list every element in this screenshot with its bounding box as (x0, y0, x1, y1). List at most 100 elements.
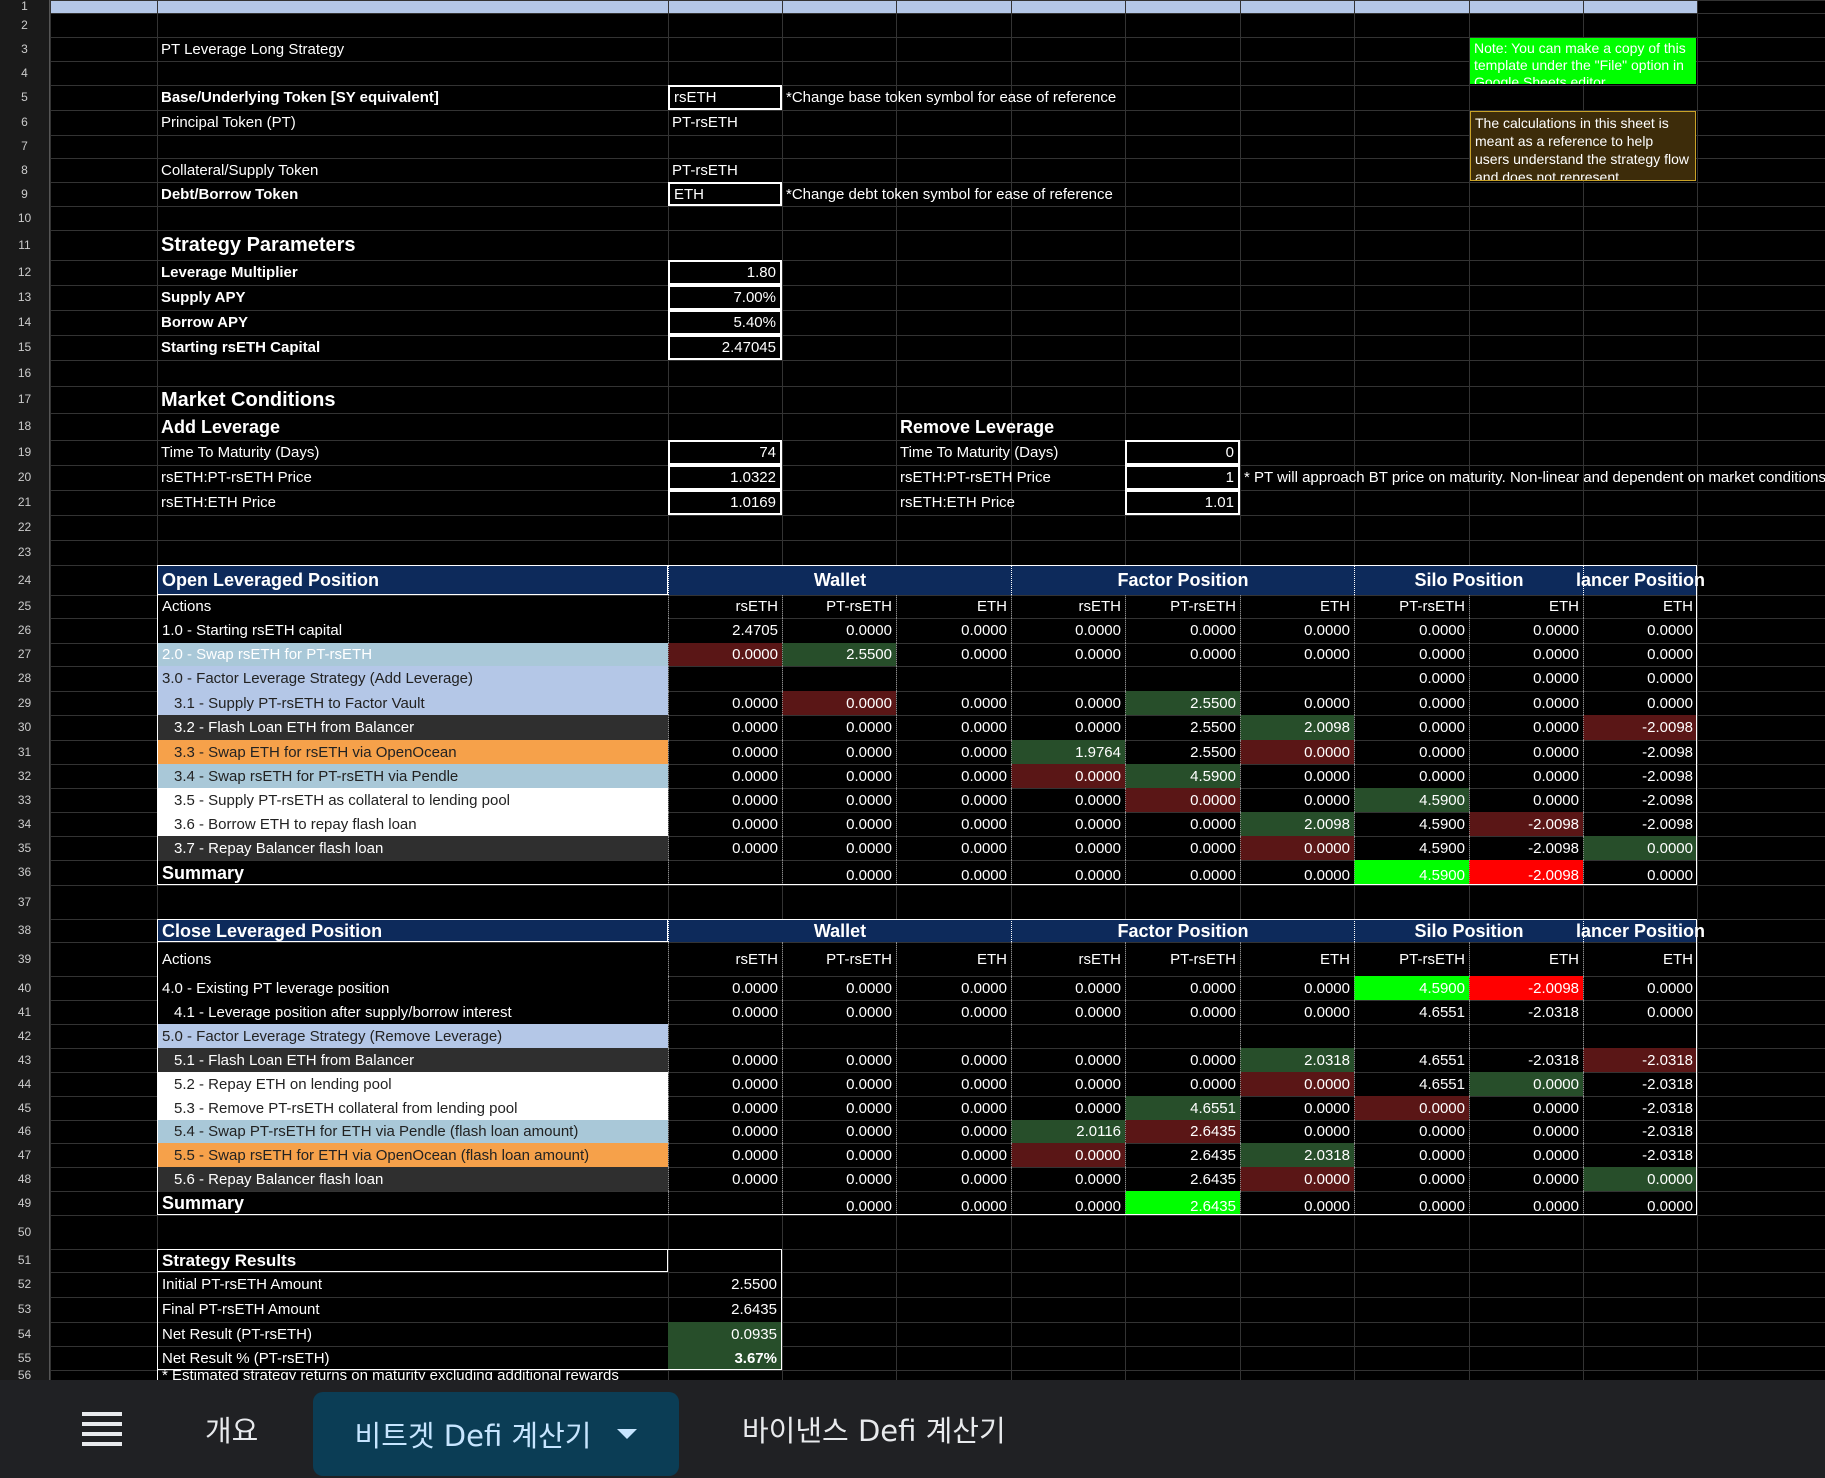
row-number[interactable]: 54 (0, 1322, 50, 1346)
row-number[interactable]: 44 (0, 1072, 50, 1096)
collateral-token-value[interactable]: PT-rsETH (672, 161, 738, 179)
result-value[interactable]: 3.67% (668, 1346, 782, 1370)
borrow-apy-input[interactable]: 5.40% (668, 310, 782, 335)
value-cell[interactable]: 0.0000 (668, 691, 782, 715)
value-cell[interactable]: 4.6551 (1354, 1048, 1469, 1072)
value-cell[interactable]: 0.0000 (1011, 976, 1125, 1000)
action-label[interactable]: 3.3 - Swap ETH for rsETH via OpenOcean (157, 740, 668, 764)
value-cell[interactable]: 0.0000 (896, 715, 1011, 740)
value-cell[interactable]: 0.0000 (668, 1000, 782, 1024)
value-cell[interactable]: 0.0000 (1469, 1120, 1583, 1143)
value-cell[interactable]: 0.0000 (1469, 666, 1583, 691)
value-cell[interactable]: 0.0000 (896, 812, 1011, 836)
summary-value[interactable]: 0.0000 (1125, 860, 1240, 885)
row-number[interactable]: 7 (0, 135, 50, 158)
row-number[interactable]: 12 (0, 260, 50, 285)
row-number[interactable]: 39 (0, 942, 50, 976)
row-number[interactable]: 1 (0, 0, 50, 13)
value-cell[interactable]: 0.0000 (1125, 836, 1240, 860)
value-cell[interactable]: 0.0000 (782, 715, 896, 740)
value-cell[interactable] (896, 1024, 1011, 1048)
value-cell[interactable] (1354, 1024, 1469, 1048)
value-cell[interactable]: 0.0000 (782, 618, 896, 643)
row-number[interactable]: 28 (0, 666, 50, 691)
row-number[interactable]: 45 (0, 1096, 50, 1120)
row-number[interactable]: 19 (0, 440, 50, 465)
value-cell[interactable]: 0.0000 (1469, 691, 1583, 715)
row-number[interactable]: 5 (0, 85, 50, 110)
value-cell[interactable] (1583, 1024, 1697, 1048)
value-cell[interactable]: 0.0000 (1011, 1143, 1125, 1167)
value-cell[interactable]: 0.0000 (896, 1143, 1011, 1167)
tab-bitget-defi-calculator[interactable]: 비트겟 Defi 계산기 (313, 1392, 679, 1476)
value-cell[interactable]: 0.0000 (668, 740, 782, 764)
value-cell[interactable]: 0.0000 (782, 1072, 896, 1096)
value-cell[interactable]: -2.0098 (1469, 976, 1583, 1000)
row-number[interactable]: 8 (0, 158, 50, 182)
row-number[interactable]: 4 (0, 61, 50, 85)
value-cell[interactable]: 0.0000 (1354, 691, 1469, 715)
row-number[interactable]: 40 (0, 976, 50, 1000)
value-cell[interactable]: 0.0000 (896, 643, 1011, 666)
value-cell[interactable]: -2.0098 (1583, 764, 1697, 788)
value-cell[interactable] (1011, 666, 1125, 691)
value-cell[interactable]: 0.0000 (1240, 740, 1354, 764)
summary-value[interactable]: 0.0000 (896, 1191, 1011, 1215)
action-label[interactable]: 5.3 - Remove PT-rsETH collateral from le… (157, 1096, 668, 1120)
value-cell[interactable]: 0.0000 (1240, 764, 1354, 788)
row-number[interactable]: 43 (0, 1048, 50, 1072)
value-cell[interactable]: 0.0000 (782, 788, 896, 812)
action-label[interactable]: 5.1 - Flash Loan ETH from Balancer (157, 1048, 668, 1072)
value-cell[interactable]: 0.0000 (782, 691, 896, 715)
value-cell[interactable]: 2.0318 (1240, 1048, 1354, 1072)
value-cell[interactable]: 0.0000 (1240, 836, 1354, 860)
row-number[interactable]: 27 (0, 643, 50, 666)
remove-eth-price-input[interactable]: 1.01 (1125, 490, 1240, 515)
row-number[interactable]: 52 (0, 1272, 50, 1297)
value-cell[interactable]: -2.0098 (1469, 812, 1583, 836)
value-cell[interactable]: 0.0000 (1469, 788, 1583, 812)
value-cell[interactable]: 0.0000 (782, 1120, 896, 1143)
value-cell[interactable]: -2.0318 (1583, 1143, 1697, 1167)
action-label[interactable]: 3.2 - Flash Loan ETH from Balancer (157, 715, 668, 740)
value-cell[interactable]: 0.0000 (782, 1167, 896, 1191)
value-cell[interactable]: 2.6435 (1125, 1167, 1240, 1191)
row-number[interactable]: 50 (0, 1215, 50, 1249)
value-cell[interactable]: 0.0000 (1240, 976, 1354, 1000)
sheet-grid[interactable]: 1 2 3 4 5 6 7 8 9 10 11 12 13 14 15 16 17 18 19 20 21 22 23 24 2… (0, 0, 1825, 1380)
value-cell[interactable]: 0.0000 (668, 764, 782, 788)
value-cell[interactable]: -2.0318 (1583, 1120, 1697, 1143)
row-number[interactable]: 3 (0, 37, 50, 61)
row-number[interactable]: 35 (0, 836, 50, 860)
value-cell[interactable]: 0.0000 (1125, 618, 1240, 643)
value-cell[interactable]: 0.0000 (1469, 618, 1583, 643)
summary-value[interactable]: 0.0000 (1011, 860, 1125, 885)
value-cell[interactable]: 1.9764 (1011, 740, 1125, 764)
summary-value[interactable]: 0.0000 (1583, 860, 1697, 885)
principal-token-value[interactable]: PT-rsETH (672, 114, 738, 131)
value-cell[interactable]: 0.0000 (1583, 618, 1697, 643)
value-cell[interactable]: 0.0000 (1240, 691, 1354, 715)
row-number[interactable]: 48 (0, 1167, 50, 1191)
action-label[interactable]: 3.0 - Factor Leverage Strategy (Add Leve… (157, 666, 668, 691)
value-cell[interactable]: 0.0000 (668, 812, 782, 836)
value-cell[interactable]: 0.0000 (1125, 643, 1240, 666)
action-label[interactable]: 3.5 - Supply PT-rsETH as collateral to l… (157, 788, 668, 812)
row-number[interactable]: 15 (0, 335, 50, 360)
value-cell[interactable]: 0.0000 (896, 618, 1011, 643)
value-cell[interactable]: 0.0000 (1011, 1096, 1125, 1120)
value-cell[interactable]: 0.0000 (668, 1167, 782, 1191)
value-cell[interactable]: 0.0000 (1240, 1072, 1354, 1096)
result-value[interactable]: 0.0935 (668, 1322, 782, 1346)
tab-overview[interactable]: 개요 (205, 1380, 258, 1478)
value-cell[interactable]: 0.0000 (1583, 836, 1697, 860)
row-number[interactable]: 6 (0, 110, 50, 135)
value-cell[interactable]: 0.0000 (782, 836, 896, 860)
value-cell[interactable]: 0.0000 (896, 1120, 1011, 1143)
value-cell[interactable]: -2.0318 (1469, 1000, 1583, 1024)
value-cell[interactable]: 0.0000 (1469, 764, 1583, 788)
summary-value[interactable]: 0.0000 (1240, 1191, 1354, 1215)
note-brown[interactable]: The calculations in this sheet is meant … (1470, 111, 1696, 181)
value-cell[interactable]: 0.0000 (1240, 788, 1354, 812)
chevron-down-icon[interactable] (617, 1429, 638, 1439)
